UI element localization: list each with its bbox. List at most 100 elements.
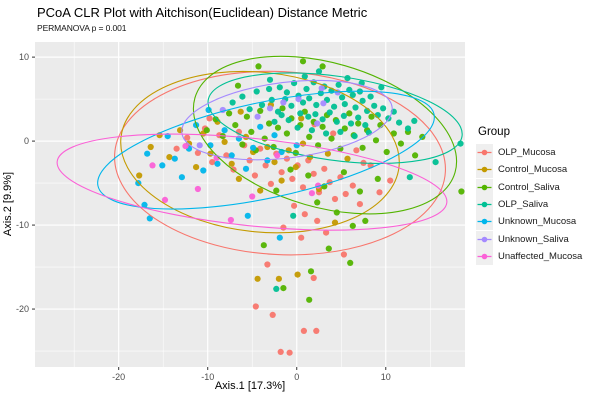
confidence-ellipse-Control_Saliva bbox=[192, 55, 458, 215]
scatter-point-OLP_Saliva bbox=[266, 85, 273, 93]
scatter-point-OLP_Saliva bbox=[326, 109, 333, 116]
confidence-ellipse-Unaffected_Mucosa bbox=[56, 133, 448, 231]
scatter-point-Unknown_Mucosa bbox=[146, 215, 153, 222]
scatter-point-Control_Saliva bbox=[333, 209, 340, 216]
confidence-ellipse-OLP_Saliva bbox=[207, 72, 463, 165]
scatter-point-OLP_Saliva bbox=[258, 101, 266, 109]
scatter-point-Unaffected_Mucosa bbox=[149, 162, 156, 169]
scatter-point-OLP_Saliva bbox=[271, 118, 278, 125]
scatter-point-Control_Saliva bbox=[349, 222, 356, 229]
scatter-point-Control_Saliva bbox=[356, 188, 363, 195]
scatter-point-Control_Saliva bbox=[273, 187, 280, 194]
scatter-point-OLP_Saliva bbox=[340, 112, 347, 119]
scatter-point-OLP_Mucosa bbox=[314, 217, 321, 224]
scatter-point-OLP_Saliva bbox=[457, 140, 464, 147]
scatter-point-OLP_Saliva bbox=[312, 111, 319, 118]
confidence-ellipse-OLP_Mucosa bbox=[114, 70, 446, 256]
legend-key-icon bbox=[476, 196, 493, 214]
legend-key-icon bbox=[476, 230, 493, 248]
scatter-point-OLP_Saliva bbox=[347, 120, 355, 127]
legend-key-icon bbox=[476, 178, 493, 196]
scatter-point-OLP_Saliva bbox=[229, 99, 236, 106]
legend-label: Unknown_Mucosa bbox=[498, 216, 577, 228]
scatter-point-OLP_Mucosa bbox=[301, 211, 308, 218]
legend-key-icon bbox=[476, 213, 493, 231]
scatter-point-Unknown_Mucosa bbox=[144, 150, 151, 157]
legend-item-Unknown_Mucosa: Unknown_Mucosa bbox=[476, 213, 582, 231]
scatter-point-Control_Mucosa bbox=[166, 154, 173, 161]
scatter-point-OLP_Saliva bbox=[352, 104, 359, 111]
x-tick-label: -10 bbox=[201, 372, 214, 382]
scatter-point-Unknown_Saliva bbox=[280, 99, 287, 106]
scatter-point-Control_Saliva bbox=[355, 120, 362, 127]
scatter-point-Control_Saliva bbox=[257, 107, 264, 114]
y-axis-title: Axis.2 [9.9%] bbox=[2, 171, 14, 237]
scatter-point-Unknown_Mucosa bbox=[178, 174, 185, 181]
scatter-point-Control_Saliva bbox=[226, 110, 233, 117]
scatter-point-Unknown_Mucosa bbox=[214, 160, 221, 167]
scatter-point-OLP_Saliva bbox=[432, 159, 439, 166]
scatter-point-OLP_Mucosa bbox=[342, 190, 349, 198]
scatter-point-OLP_Saliva bbox=[351, 133, 358, 140]
scatter-point-Control_Mucosa bbox=[237, 108, 244, 115]
scatter-point-OLP_Mucosa bbox=[313, 327, 320, 334]
scatter-point-Control_Saliva bbox=[274, 124, 282, 131]
scatter-point-Control_Saliva bbox=[314, 199, 321, 206]
scatter-point-Unaffected_Mucosa bbox=[182, 143, 189, 150]
scatter-point-OLP_Mucosa bbox=[331, 195, 339, 203]
scatter-point-OLP_Saliva bbox=[319, 116, 326, 123]
scatter-point-Control_Saliva bbox=[203, 127, 210, 134]
scatter-point-Control_Saliva bbox=[412, 152, 419, 159]
legend-label: Unaffected_Mucosa bbox=[498, 250, 583, 262]
legend-key-icon bbox=[476, 161, 493, 179]
scatter-point-OLP_Mucosa bbox=[209, 159, 216, 166]
scatter-point-Unknown_Mucosa bbox=[205, 106, 212, 114]
legend-key-icon bbox=[476, 247, 493, 265]
scatter-point-Unaffected_Mucosa bbox=[194, 185, 201, 193]
scatter-point-Control_Mucosa bbox=[193, 164, 200, 171]
scatter-point-Control_Saliva bbox=[299, 58, 307, 65]
scatter-point-OLP_Saliva bbox=[331, 103, 338, 110]
scatter-point-Unknown_Mucosa bbox=[244, 212, 251, 219]
scatter-point-OLP_Saliva bbox=[355, 114, 362, 121]
scatter-point-Unaffected_Mucosa bbox=[308, 190, 315, 197]
scatter-point-Control_Mucosa bbox=[257, 187, 264, 194]
scatter-point-Control_Saliva bbox=[346, 110, 353, 117]
scatter-point-OLP_Mucosa bbox=[330, 130, 337, 137]
scatter-point-OLP_Mucosa bbox=[194, 149, 201, 156]
scatter-point-Control_Saliva bbox=[458, 188, 465, 195]
legend-label: OLP_Saliva bbox=[498, 199, 549, 211]
scatter-point-OLP_Saliva bbox=[339, 94, 346, 101]
scatter-point-OLP_Mucosa bbox=[387, 177, 394, 184]
scatter-point-Unknown_Mucosa bbox=[159, 162, 166, 169]
scatter-point-Control_Mucosa bbox=[324, 150, 331, 157]
scatter-point-Unknown_Saliva bbox=[295, 96, 302, 103]
plot-subtitle: PERMANOVA p = 0.001 bbox=[37, 23, 127, 33]
scatter-point-Control_Saliva bbox=[243, 113, 250, 120]
scatter-point-Control_Saliva bbox=[359, 144, 366, 151]
scatter-point-OLP_Mucosa bbox=[349, 182, 356, 189]
scatter-point-Control_Mucosa bbox=[221, 138, 228, 145]
scatter-point-Control_Mucosa bbox=[235, 175, 242, 182]
scatter-point-Control_Saliva bbox=[305, 172, 312, 179]
scatter-point-Control_Saliva bbox=[319, 63, 326, 70]
scatter-point-OLP_Mucosa bbox=[286, 349, 293, 356]
scatter-point-Unknown_Saliva bbox=[320, 100, 327, 107]
legend-label: Control_Mucosa bbox=[498, 164, 568, 176]
scatter-point-OLP_Saliva bbox=[362, 122, 369, 129]
legend-title: Group bbox=[478, 126, 510, 138]
y-tick-label: -20 bbox=[16, 304, 29, 314]
scatter-point-Control_Mucosa bbox=[228, 160, 235, 167]
scatter-point-OLP_Saliva bbox=[297, 110, 304, 117]
scatter-point-Control_Saliva bbox=[306, 133, 313, 140]
y-tick-label: 0 bbox=[24, 136, 29, 146]
scatter-point-Unknown_Saliva bbox=[314, 120, 321, 127]
scatter-point-Control_Mucosa bbox=[271, 159, 278, 166]
scatter-point-OLP_Saliva bbox=[378, 84, 385, 91]
scatter-point-OLP_Mucosa bbox=[356, 201, 363, 208]
legend: Group OLP_Mucosa Control_Mucosa Control_… bbox=[476, 126, 582, 265]
scatter-point-OLP_Mucosa bbox=[173, 145, 180, 152]
scatter-point-Control_Mucosa bbox=[136, 172, 143, 179]
scatter-point-OLP_Mucosa bbox=[310, 274, 317, 282]
